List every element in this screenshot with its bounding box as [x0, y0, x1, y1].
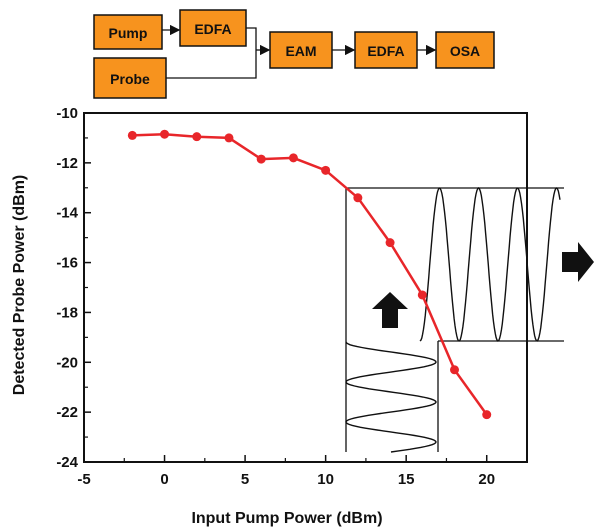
connector-edfa-to-eam — [246, 27, 257, 50]
data-point — [160, 129, 170, 139]
x-tick-label: 0 — [160, 471, 168, 488]
arrow-right-icon — [562, 242, 594, 282]
x-tick-label: 15 — [398, 471, 415, 488]
block-pump: Pump — [93, 14, 163, 50]
chart: -5 0 5 10 15 20 -10 -12 -14 -16 -18 -20 -22 -24 Inpu… — [11, 105, 594, 527]
data-point — [353, 193, 363, 203]
block-edfa-1-label: EDFA — [194, 21, 231, 37]
block-osa: OSA — [435, 31, 495, 69]
block-pump-label: Pump — [109, 25, 148, 41]
y-tick-label: -10 — [56, 105, 78, 122]
x-tick-label: 5 — [241, 471, 249, 488]
data-point — [321, 165, 331, 175]
block-edfa-2: EDFA — [354, 31, 418, 69]
block-edfa-2-label: EDFA — [367, 43, 404, 59]
x-tick-label: -5 — [77, 471, 90, 488]
connector-probe-to-eam — [166, 50, 257, 79]
block-diagram: Pump EDFA Probe EAM EDFA OSA — [93, 9, 495, 99]
output-modulation-wave — [419, 187, 561, 342]
plot-frame — [83, 112, 528, 463]
data-point — [450, 365, 460, 375]
block-probe-label: Probe — [110, 71, 150, 87]
x-tick-label: 10 — [317, 471, 334, 488]
data-point — [127, 130, 137, 140]
block-eam-label: EAM — [285, 43, 316, 59]
y-tick-label: -24 — [56, 454, 78, 471]
arrow-up-icon — [372, 292, 408, 328]
block-eam: EAM — [269, 31, 333, 69]
data-point — [256, 154, 266, 164]
y-tick-label: -16 — [56, 255, 78, 272]
y-axis: -10 -12 -14 -16 -18 -20 -22 -24 — [56, 105, 91, 471]
block-edfa-1: EDFA — [179, 9, 247, 47]
data-point — [417, 290, 427, 300]
x-tick-label: 20 — [478, 471, 495, 488]
block-probe-box — [93, 57, 167, 99]
transfer-illustration — [345, 187, 594, 453]
x-axis: -5 0 5 10 15 20 — [77, 455, 495, 488]
y-tick-label: -20 — [56, 354, 78, 371]
block-probe: Probe — [93, 57, 167, 99]
y-tick-label: -12 — [56, 155, 78, 172]
block-pump-box — [93, 14, 163, 50]
series-line — [132, 132, 488, 416]
block-edfa-1-box — [179, 9, 247, 47]
x-axis-title: Input Pump Power (dBm) — [191, 510, 382, 527]
data-point — [192, 132, 202, 142]
y-tick-label: -18 — [56, 304, 78, 321]
data-point — [288, 153, 298, 163]
y-tick-label: -14 — [56, 205, 78, 222]
data-point — [385, 238, 395, 248]
data-point — [482, 410, 492, 420]
y-axis-title: Detected Probe Power (dBm) — [11, 175, 28, 395]
data-point — [224, 133, 234, 143]
block-edfa-2-box — [354, 31, 418, 69]
series-points — [127, 129, 492, 420]
y-tick-label: -22 — [56, 404, 78, 421]
input-modulation-wave — [345, 341, 437, 453]
block-osa-label: OSA — [450, 43, 480, 59]
